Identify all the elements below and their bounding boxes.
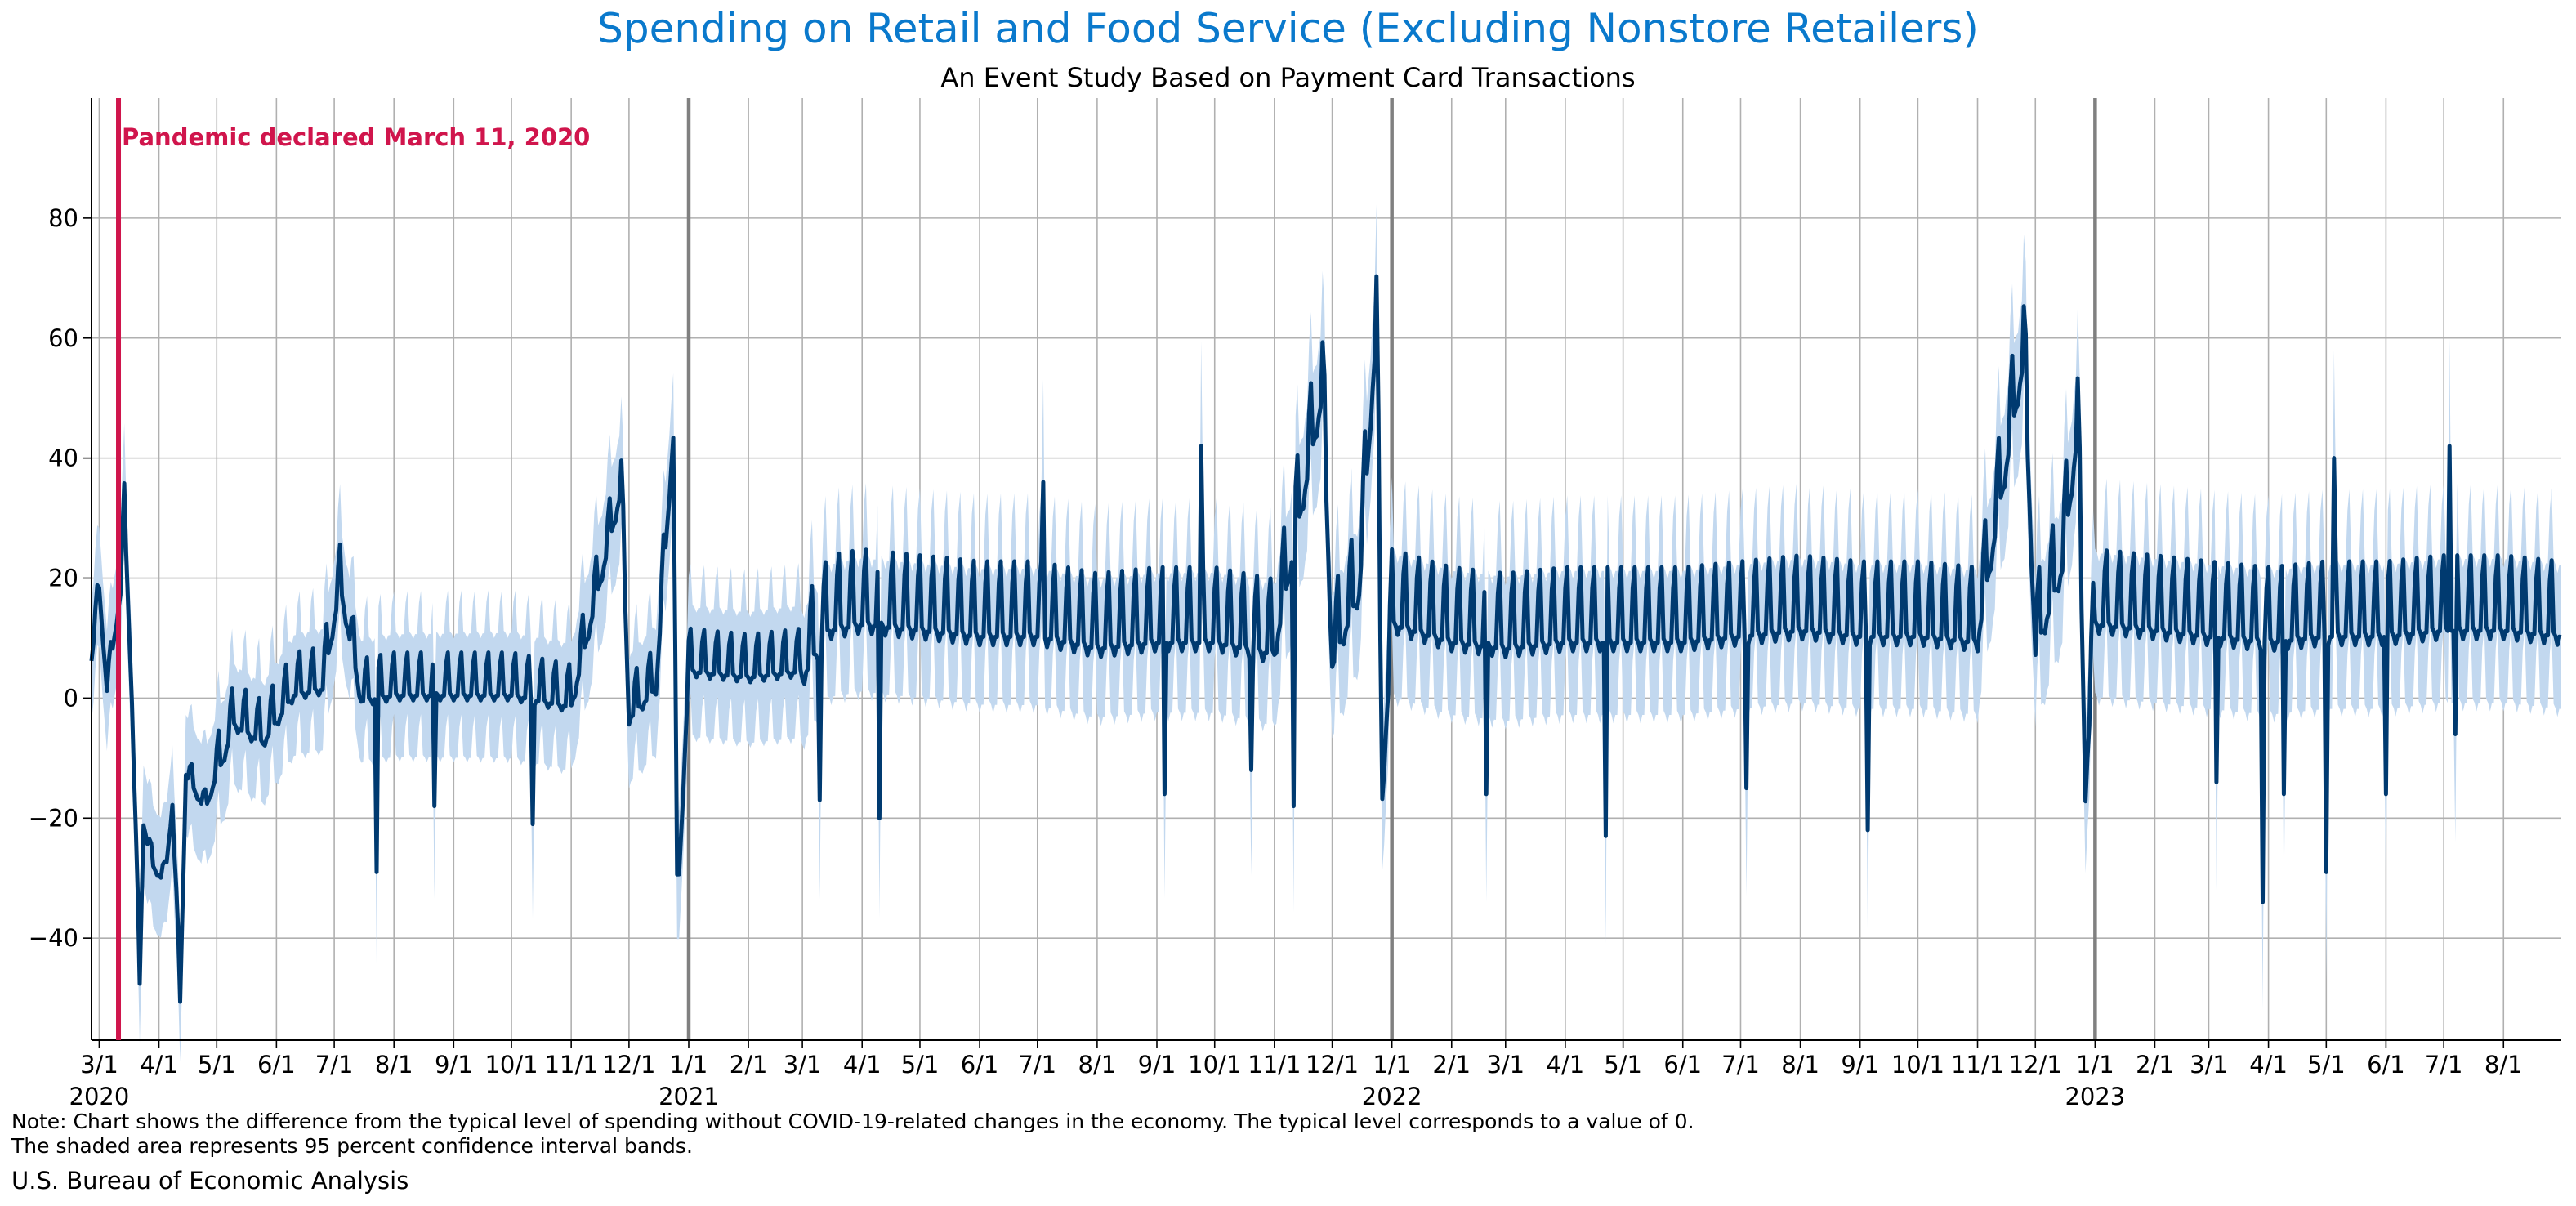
x-tick-label: 9/1	[1841, 1051, 1879, 1079]
x-tick-label: 6/1	[1663, 1051, 1702, 1079]
series-line	[89, 274, 2562, 1004]
x-tick-label: 9/1	[435, 1051, 473, 1079]
x-tick-label: 2/1	[730, 1051, 768, 1079]
x-tick-label: 10/1	[1188, 1051, 1241, 1079]
y-tick-label: 40	[48, 444, 78, 472]
x-tick-label: 4/1	[2249, 1051, 2288, 1079]
axis-layer: −40 −20 0 20 40 60 80 3/1 4/1 5/1 6/1 7/1 8/1 9/1 10/1…	[29, 98, 2561, 1110]
annotation-layer: Pandemic declared March 11, 2020	[116, 98, 590, 1040]
note-line-1: Note: Chart shows the difference from th…	[11, 1110, 1694, 1133]
year-label: 2020	[69, 1083, 130, 1110]
source-credit: U.S. Bureau of Economic Analysis	[11, 1167, 409, 1195]
year-label: 2022	[1362, 1083, 1422, 1110]
chart-note: Note: Chart shows the difference from th…	[11, 1110, 1694, 1159]
y-tick-label: 0	[64, 684, 78, 712]
x-tick-label: 10/1	[1891, 1051, 1944, 1079]
x-tick-label: 3/1	[1486, 1051, 1525, 1079]
grid-layer	[92, 98, 2561, 1040]
y-tick-label: −20	[29, 804, 78, 832]
y-tick-label: 60	[48, 324, 78, 352]
x-tick-label: 4/1	[843, 1051, 882, 1079]
x-tick-label: 11/1	[1951, 1051, 2004, 1079]
year-label: 2023	[2065, 1083, 2125, 1110]
x-tick-label: 4/1	[1547, 1051, 1585, 1079]
line-layer	[89, 274, 2562, 1004]
x-tick-label: 12/1	[1306, 1051, 1359, 1079]
x-tick-label: 2/1	[1432, 1051, 1471, 1079]
x-tick-label: 11/1	[1248, 1051, 1301, 1079]
x-tick-label: 5/1	[1604, 1051, 1642, 1079]
x-tick-label: 5/1	[2307, 1051, 2346, 1079]
year-label: 2021	[659, 1083, 719, 1110]
x-tick-label: 7/1	[1721, 1051, 1760, 1079]
x-tick-label: 7/1	[1018, 1051, 1056, 1079]
x-tick-label: 1/1	[670, 1051, 708, 1079]
x-tick-label: 3/1	[2190, 1051, 2228, 1079]
y-tick-label: 20	[48, 565, 78, 592]
x-tick-label: 12/1	[2009, 1051, 2062, 1079]
x-tick-label: 12/1	[602, 1051, 655, 1079]
x-tick-label: 2/1	[2136, 1051, 2174, 1079]
x-tick-label: 9/1	[1138, 1051, 1176, 1079]
x-tick-label: 3/1	[80, 1051, 118, 1079]
x-tick-label: 11/1	[545, 1051, 598, 1079]
x-tick-label: 5/1	[198, 1051, 236, 1079]
y-tick-label: 80	[48, 204, 78, 232]
x-tick-label: 8/1	[1781, 1051, 1819, 1079]
x-tick-label: 5/1	[901, 1051, 940, 1079]
note-line-2: The shaded area represents 95 percent co…	[11, 1134, 693, 1158]
x-tick-label: 1/1	[2076, 1051, 2114, 1079]
x-tick-label: 10/1	[484, 1051, 538, 1079]
x-tick-label: 6/1	[961, 1051, 999, 1079]
y-tick-label: −40	[29, 924, 78, 952]
chart-subtitle: An Event Study Based on Payment Card Tra…	[940, 62, 1636, 93]
x-tick-label: 6/1	[2367, 1051, 2405, 1079]
x-tick-label: 1/1	[1373, 1051, 1411, 1079]
x-tick-label: 7/1	[2425, 1051, 2463, 1079]
pandemic-annotation-label: Pandemic declared March 11, 2020	[122, 123, 590, 151]
x-tick-label: 8/1	[1078, 1051, 1117, 1079]
x-tick-label: 8/1	[375, 1051, 413, 1079]
x-tick-label: 8/1	[2484, 1051, 2523, 1079]
x-tick-label: 6/1	[257, 1051, 296, 1079]
x-tick-label: 4/1	[140, 1051, 178, 1079]
x-tick-label: 7/1	[315, 1051, 354, 1079]
chart-title: Spending on Retail and Food Service (Exc…	[597, 5, 1979, 52]
x-tick-label: 3/1	[784, 1051, 822, 1079]
